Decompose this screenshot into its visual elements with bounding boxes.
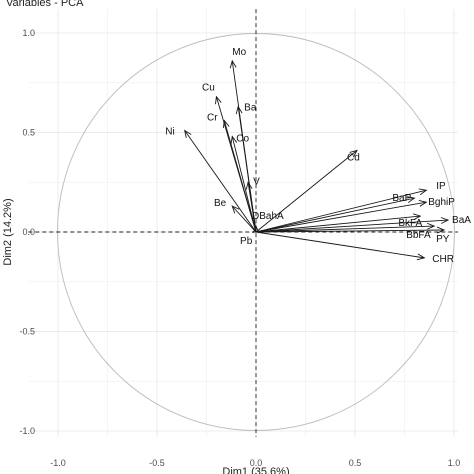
variable-label: Cr bbox=[207, 113, 218, 124]
variable-vector bbox=[230, 135, 257, 233]
x-tick-label: 0.0 bbox=[250, 458, 263, 468]
variable-vector bbox=[255, 196, 416, 233]
vector-arrowhead bbox=[440, 217, 450, 224]
vector-arrowhead bbox=[416, 253, 426, 261]
vector-arrowhead bbox=[406, 196, 416, 203]
vector-arrowhead bbox=[184, 129, 192, 139]
variable-vectors bbox=[184, 59, 450, 261]
axis-ticks: -1.0 -0.5 0.0 0.5 1.0 -1.0 -0.5 0.0 0.5 1.0 bbox=[19, 28, 460, 468]
vector-line bbox=[184, 130, 257, 233]
vector-line bbox=[231, 136, 257, 233]
vector-line bbox=[255, 219, 449, 233]
x-axis-title: Dim1 (35.6%) bbox=[222, 466, 289, 474]
vector-arrowhead bbox=[229, 59, 237, 69]
variable-vector bbox=[255, 188, 428, 233]
vector-line bbox=[255, 225, 435, 233]
vector-line bbox=[255, 201, 427, 233]
y-tick-label: 1.0 bbox=[22, 28, 35, 38]
variable-vector bbox=[245, 181, 257, 233]
vector-arrowhead bbox=[235, 105, 243, 115]
y-tick-label: -1.0 bbox=[19, 426, 35, 436]
vector-line bbox=[231, 205, 257, 233]
vector-line bbox=[255, 215, 421, 233]
variable-label: Co bbox=[236, 133, 249, 144]
variable-label: Be bbox=[214, 198, 227, 209]
vector-arrowhead bbox=[245, 181, 253, 190]
x-tick-label: 0.5 bbox=[349, 458, 362, 468]
variable-vector bbox=[231, 205, 257, 233]
x-tick-label: 1.0 bbox=[448, 458, 461, 468]
variable-vector bbox=[255, 213, 422, 233]
y-tick-label: 0.0 bbox=[22, 227, 35, 237]
variable-label: IP bbox=[436, 181, 446, 192]
vector-line bbox=[255, 189, 427, 233]
variable-label: BkFA bbox=[398, 218, 422, 229]
vector-arrowhead bbox=[426, 222, 436, 230]
variable-label: Mo bbox=[232, 47, 246, 58]
vector-arrowhead bbox=[230, 135, 238, 145]
variable-label: CHR bbox=[432, 254, 454, 265]
variable-labels: Mo Cu Ba Cr Co Ni Cd V Be DBahA Pb IP BaP BghiP BkFA Ba… bbox=[165, 47, 471, 265]
vector-arrowhead bbox=[418, 188, 428, 196]
variable-label: BbFA bbox=[406, 230, 431, 241]
vector-line bbox=[223, 120, 257, 233]
vector-line bbox=[255, 231, 425, 259]
variable-label: BaP bbox=[392, 193, 411, 204]
variable-vector bbox=[252, 224, 260, 234]
vector-arrowhead bbox=[231, 205, 240, 214]
variable-vector bbox=[222, 119, 257, 233]
variable-vector bbox=[184, 129, 257, 233]
vector-line bbox=[255, 229, 445, 233]
vector-line bbox=[255, 150, 358, 233]
chart-title: Variables - PCA bbox=[6, 0, 84, 9]
variable-vector bbox=[255, 217, 450, 233]
y-tick-label: 0.5 bbox=[22, 128, 35, 138]
variable-vector bbox=[255, 231, 426, 261]
variable-vector bbox=[255, 199, 428, 233]
variable-vector bbox=[255, 222, 436, 233]
variable-label: Cd bbox=[347, 152, 360, 163]
variable-label: DBahA bbox=[252, 211, 284, 222]
vector-arrowhead bbox=[222, 119, 230, 129]
x-tick-label: -0.5 bbox=[149, 458, 165, 468]
variable-label: Cu bbox=[202, 83, 215, 94]
variable-vector bbox=[255, 226, 446, 234]
vector-arrowhead bbox=[418, 199, 428, 207]
variable-vector bbox=[255, 149, 358, 233]
x-tick-label: -1.0 bbox=[50, 458, 66, 468]
vector-arrowhead bbox=[349, 149, 358, 158]
vector-line bbox=[247, 182, 257, 233]
variable-label: Pb bbox=[240, 236, 253, 247]
variable-label: Ni bbox=[165, 127, 174, 138]
variable-label: V bbox=[253, 176, 260, 187]
vector-arrowhead bbox=[436, 226, 446, 234]
vector-arrowhead bbox=[215, 95, 222, 105]
vector-arrowhead bbox=[252, 224, 260, 234]
variable-label: BaA bbox=[452, 215, 471, 226]
vector-arrowhead bbox=[412, 213, 422, 221]
y-axis-title: Dim2 (14.2%) bbox=[2, 198, 14, 265]
variable-label: PY bbox=[436, 234, 450, 245]
y-tick-label: -0.5 bbox=[19, 327, 35, 337]
vector-line bbox=[255, 197, 415, 233]
variable-label: BghiP bbox=[428, 197, 455, 208]
variable-label: Ba bbox=[244, 103, 257, 114]
